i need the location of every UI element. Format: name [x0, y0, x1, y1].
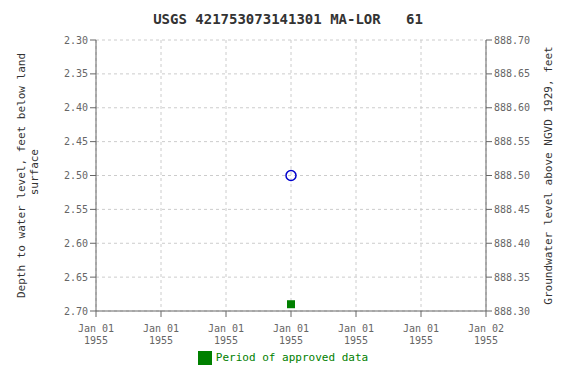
- svg-text:2.30: 2.30: [64, 35, 88, 46]
- svg-text:Jan 011955: Jan 011955: [403, 323, 439, 346]
- html-text:Period of approved data: Period of approved data: [215, 351, 369, 364]
- svg-text:Jan 011955: Jan 011955: [78, 323, 114, 346]
- svg-text:2.50: 2.50: [64, 170, 88, 181]
- svg-text:888.35: 888.35: [494, 272, 530, 283]
- svg-text:Jan 011955: Jan 011955: [273, 323, 309, 346]
- svg-text:Jan 011955: Jan 011955: [143, 323, 179, 346]
- svg-text:2.45: 2.45: [64, 136, 88, 147]
- svg-text:Jan 011955: Jan 011955: [208, 323, 244, 346]
- svg-text:888.65: 888.65: [494, 68, 530, 79]
- svg-text:2.70: 2.70: [64, 306, 88, 317]
- svg-text:888.50: 888.50: [494, 170, 530, 181]
- svg-text:Groundwater level above NGVD 1: Groundwater level above NGVD 1929, feet: [542, 46, 555, 304]
- svg-text:888.60: 888.60: [494, 102, 530, 113]
- svg-text:Jan 021955: Jan 021955: [468, 323, 504, 346]
- svg-text:2.65: 2.65: [64, 272, 88, 283]
- svg-text:Depth to water level, feet bel: Depth to water level, feet below land su…: [15, 53, 41, 298]
- svg-text:888.30: 888.30: [494, 306, 530, 317]
- svg-text:2.35: 2.35: [64, 68, 88, 79]
- svg-text:888.40: 888.40: [494, 238, 530, 249]
- svg-text:2.40: 2.40: [64, 102, 88, 113]
- svg-text:888.70: 888.70: [494, 35, 530, 46]
- svg-text:888.45: 888.45: [494, 204, 530, 215]
- svg-text:2.60: 2.60: [64, 238, 88, 249]
- svg-text:Jan 011955: Jan 011955: [338, 323, 374, 346]
- html-text:USGS 421753073141301 MA-LOR 61: USGS 421753073141301 MA-LOR 61: [153, 11, 423, 27]
- svg-text:888.55: 888.55: [494, 136, 530, 147]
- svg-text:2.55: 2.55: [64, 204, 88, 215]
